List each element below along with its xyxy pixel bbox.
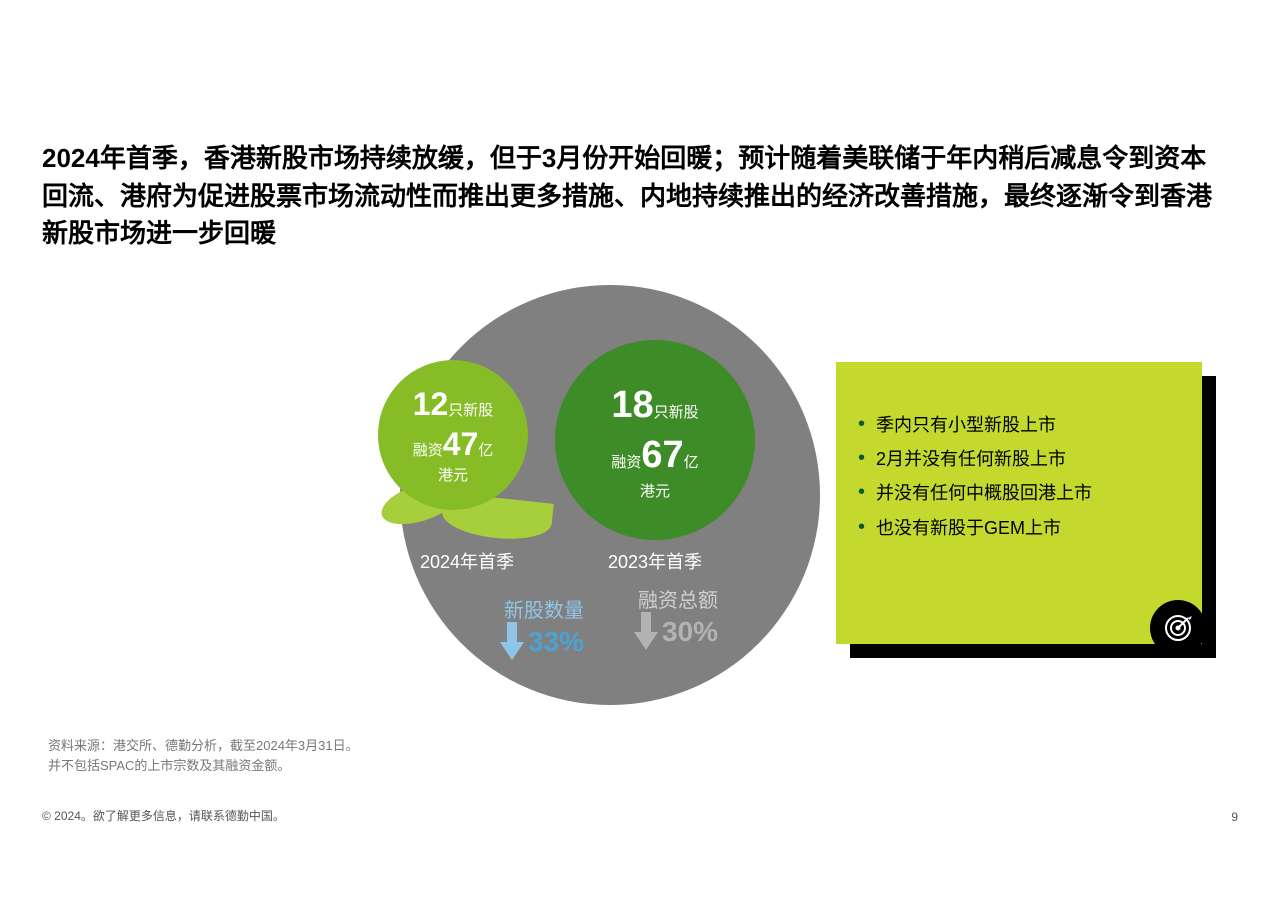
callout-item: 2月并没有任何新股上市 xyxy=(858,442,1180,476)
change-ipo-value: 33% xyxy=(528,626,584,658)
source-line-1: 资料来源：港交所、德勤分析，截至2024年3月31日。 xyxy=(48,736,359,756)
page-number: 9 xyxy=(1231,810,1238,824)
change-ipo-label: 新股数量 xyxy=(504,594,584,623)
callout-box: 季内只有小型新股上市 2月并没有任何新股上市 并没有任何中概股回港上市 也没有新… xyxy=(836,362,1202,644)
period-label-2023: 2023年首季 xyxy=(608,548,702,574)
funding-prefix-2024: 融资 xyxy=(413,442,443,459)
change-funding-label: 融资总额 xyxy=(638,584,718,613)
callout-item: 也没有新股于GEM上市 xyxy=(858,511,1180,545)
arrow-down-icon xyxy=(500,622,524,660)
ipo-count-suffix-2024: 只新股 xyxy=(448,402,493,419)
target-icon xyxy=(1150,600,1206,656)
callout-item: 并没有任何中概股回港上市 xyxy=(858,476,1180,510)
copyright: © 2024。欲了解更多信息，请联系德勤中国。 xyxy=(42,807,285,824)
ipo-count-suffix-2023: 只新股 xyxy=(654,404,699,421)
funding-suffix-2023: 亿 xyxy=(684,454,699,471)
callout-item: 季内只有小型新股上市 xyxy=(858,408,1180,442)
slide: 2024年首季，香港新股市场持续放缓，但于3月份开始回暖；预计随着美联储于年内稍… xyxy=(0,0,1280,904)
funding-value-2023: 67 xyxy=(641,434,683,476)
source-note: 资料来源：港交所、德勤分析，截至2024年3月31日。 并不包括SPAC的上市宗… xyxy=(48,736,359,775)
bubble-2023: 18只新股 融资67亿 港元 xyxy=(555,340,755,540)
funding-prefix-2023: 融资 xyxy=(611,454,641,471)
ipo-count-2023: 18 xyxy=(611,384,653,426)
period-label-2024: 2024年首季 xyxy=(420,548,514,574)
currency-2023: 港元 xyxy=(555,480,755,501)
currency-2024: 港元 xyxy=(378,464,528,485)
funding-value-2024: 47 xyxy=(443,426,479,462)
arrow-down-icon xyxy=(634,612,658,650)
funding-suffix-2024: 亿 xyxy=(478,442,493,459)
source-line-2: 并不包括SPAC的上市宗数及其融资金额。 xyxy=(48,756,359,776)
change-funding-value: 30% xyxy=(662,616,718,648)
bubble-2024: 12只新股 融资47亿 港元 xyxy=(378,360,528,510)
callout-list: 季内只有小型新股上市 2月并没有任何新股上市 并没有任何中概股回港上市 也没有新… xyxy=(858,408,1180,545)
ipo-count-2024: 12 xyxy=(413,386,449,422)
page-title: 2024年首季，香港新股市场持续放缓，但于3月份开始回暖；预计随着美联储于年内稍… xyxy=(42,140,1232,253)
